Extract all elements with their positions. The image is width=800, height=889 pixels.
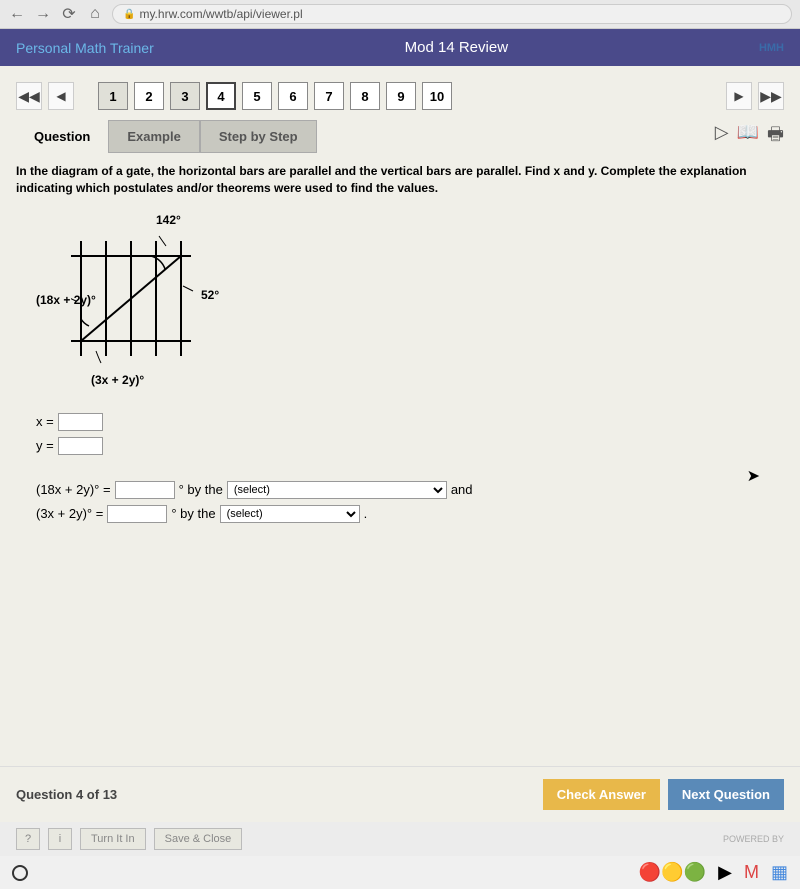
question-num-8[interactable]: 8 — [350, 82, 380, 110]
last-question-button[interactable]: ▶▶ — [758, 82, 784, 110]
question-num-3[interactable]: 3 — [170, 82, 200, 110]
turn-it-in-button[interactable]: Turn It In — [80, 828, 146, 850]
os-taskbar: 🔴🟡🟢 ▶ M ▦ — [0, 856, 800, 889]
forward-icon[interactable]: → — [34, 5, 52, 23]
angle-label-52: 52° — [201, 288, 219, 302]
by-the-label-1: ° by the — [179, 482, 223, 497]
video-icon[interactable]: ▷ — [715, 122, 729, 152]
home-icon[interactable]: ⌂ — [86, 5, 104, 23]
question-num-2[interactable]: 2 — [134, 82, 164, 110]
footer-bar: Question 4 of 13 Check Answer Next Quest… — [0, 766, 800, 822]
tab-step-by-step[interactable]: Step by Step — [200, 120, 317, 153]
question-nav-row: ◀◀ ◀ 1 2 3 4 5 6 7 8 9 10 ▶ ▶▶ — [16, 82, 784, 110]
hmh-logo: HMH — [759, 42, 784, 54]
angle-label-3x2y: (3x + 2y)° — [91, 373, 144, 387]
answer-section: x = y = (18x + 2y)° = ° by the (select) … — [36, 413, 784, 523]
eq1-value-input[interactable] — [115, 481, 175, 499]
eq1-theorem-select[interactable]: (select) — [227, 481, 447, 499]
docs-icon[interactable]: ▦ — [771, 862, 788, 883]
question-prompt: In the diagram of a gate, the horizontal… — [16, 163, 784, 197]
book-icon[interactable]: 📖 — [737, 122, 759, 152]
angle-label-142: 142° — [156, 213, 181, 227]
chrome-icon[interactable]: 🔴🟡🟢 — [639, 862, 706, 883]
gate-diagram: 142° 52° (18x + 2y)° (3x + 2y)° — [36, 213, 236, 393]
info-button[interactable]: i — [48, 828, 72, 850]
back-icon[interactable]: ← — [8, 5, 26, 23]
question-num-4[interactable]: 4 — [206, 82, 236, 110]
help-button[interactable]: ? — [16, 828, 40, 850]
eq2-lhs-label: (3x + 2y)° = — [36, 506, 103, 521]
x-equals-label: x = — [36, 414, 54, 429]
and-label: and — [451, 482, 473, 497]
app-header: Personal Math Trainer Mod 14 Review HMH — [0, 29, 800, 66]
eq2-value-input[interactable] — [107, 505, 167, 523]
page-title: Mod 14 Review — [405, 39, 508, 56]
by-the-label-2: ° by the — [171, 506, 215, 521]
first-question-button[interactable]: ◀◀ — [16, 82, 42, 110]
gate-svg — [71, 231, 201, 371]
x-input[interactable] — [58, 413, 103, 431]
eq2-theorem-select[interactable]: (select) — [220, 505, 360, 523]
period-label: . — [364, 506, 368, 521]
play-store-icon[interactable]: ▶ — [718, 862, 732, 883]
tab-row: Question Example Step by Step ▷ 📖 🖶 — [16, 120, 784, 153]
check-answer-button[interactable]: Check Answer — [543, 779, 660, 810]
gmail-icon[interactable]: M — [744, 862, 759, 883]
y-input[interactable] — [58, 437, 103, 455]
start-icon[interactable] — [12, 865, 28, 881]
question-num-6[interactable]: 6 — [278, 82, 308, 110]
question-num-9[interactable]: 9 — [386, 82, 416, 110]
prev-question-button[interactable]: ◀ — [48, 82, 74, 110]
y-equals-label: y = — [36, 438, 54, 453]
print-icon[interactable]: 🖶 — [767, 122, 784, 152]
url-bar[interactable]: 🔒 my.hrw.com/wwtb/api/viewer.pl — [112, 4, 792, 24]
bottom-toolbar: ? i Turn It In Save & Close POWERED BY — [0, 822, 800, 856]
browser-toolbar: ← → ⟳ ⌂ 🔒 my.hrw.com/wwtb/api/viewer.pl — [0, 0, 800, 29]
lock-icon: 🔒 — [123, 9, 135, 20]
powered-by-label: POWERED BY — [723, 834, 784, 844]
url-text: my.hrw.com/wwtb/api/viewer.pl — [139, 7, 302, 21]
eq1-lhs-label: (18x + 2y)° = — [36, 482, 111, 497]
cursor-icon: ➤ — [747, 466, 760, 486]
question-num-5[interactable]: 5 — [242, 82, 272, 110]
next-question-button[interactable]: ▶ — [726, 82, 752, 110]
brand-label: Personal Math Trainer — [16, 40, 154, 56]
question-num-10[interactable]: 10 — [422, 82, 452, 110]
tab-question[interactable]: Question — [16, 121, 108, 152]
tab-example[interactable]: Example — [108, 120, 199, 153]
reload-icon[interactable]: ⟳ — [60, 4, 78, 24]
next-question-button-footer[interactable]: Next Question — [668, 779, 784, 810]
question-num-1[interactable]: 1 — [98, 82, 128, 110]
save-close-button[interactable]: Save & Close — [154, 828, 243, 850]
main-content: ◀◀ ◀ 1 2 3 4 5 6 7 8 9 10 ▶ ▶▶ Question … — [0, 66, 800, 766]
question-num-7[interactable]: 7 — [314, 82, 344, 110]
